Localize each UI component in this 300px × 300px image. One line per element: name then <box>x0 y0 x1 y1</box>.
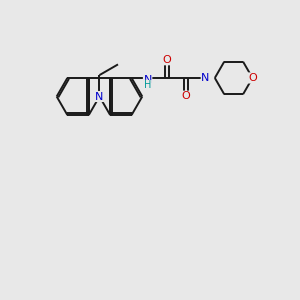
Text: H: H <box>144 80 151 90</box>
Text: O: O <box>248 73 257 83</box>
Text: N: N <box>95 92 104 101</box>
Text: N: N <box>143 75 152 85</box>
Text: N: N <box>201 73 210 83</box>
Text: O: O <box>182 91 190 101</box>
Text: O: O <box>163 55 171 65</box>
